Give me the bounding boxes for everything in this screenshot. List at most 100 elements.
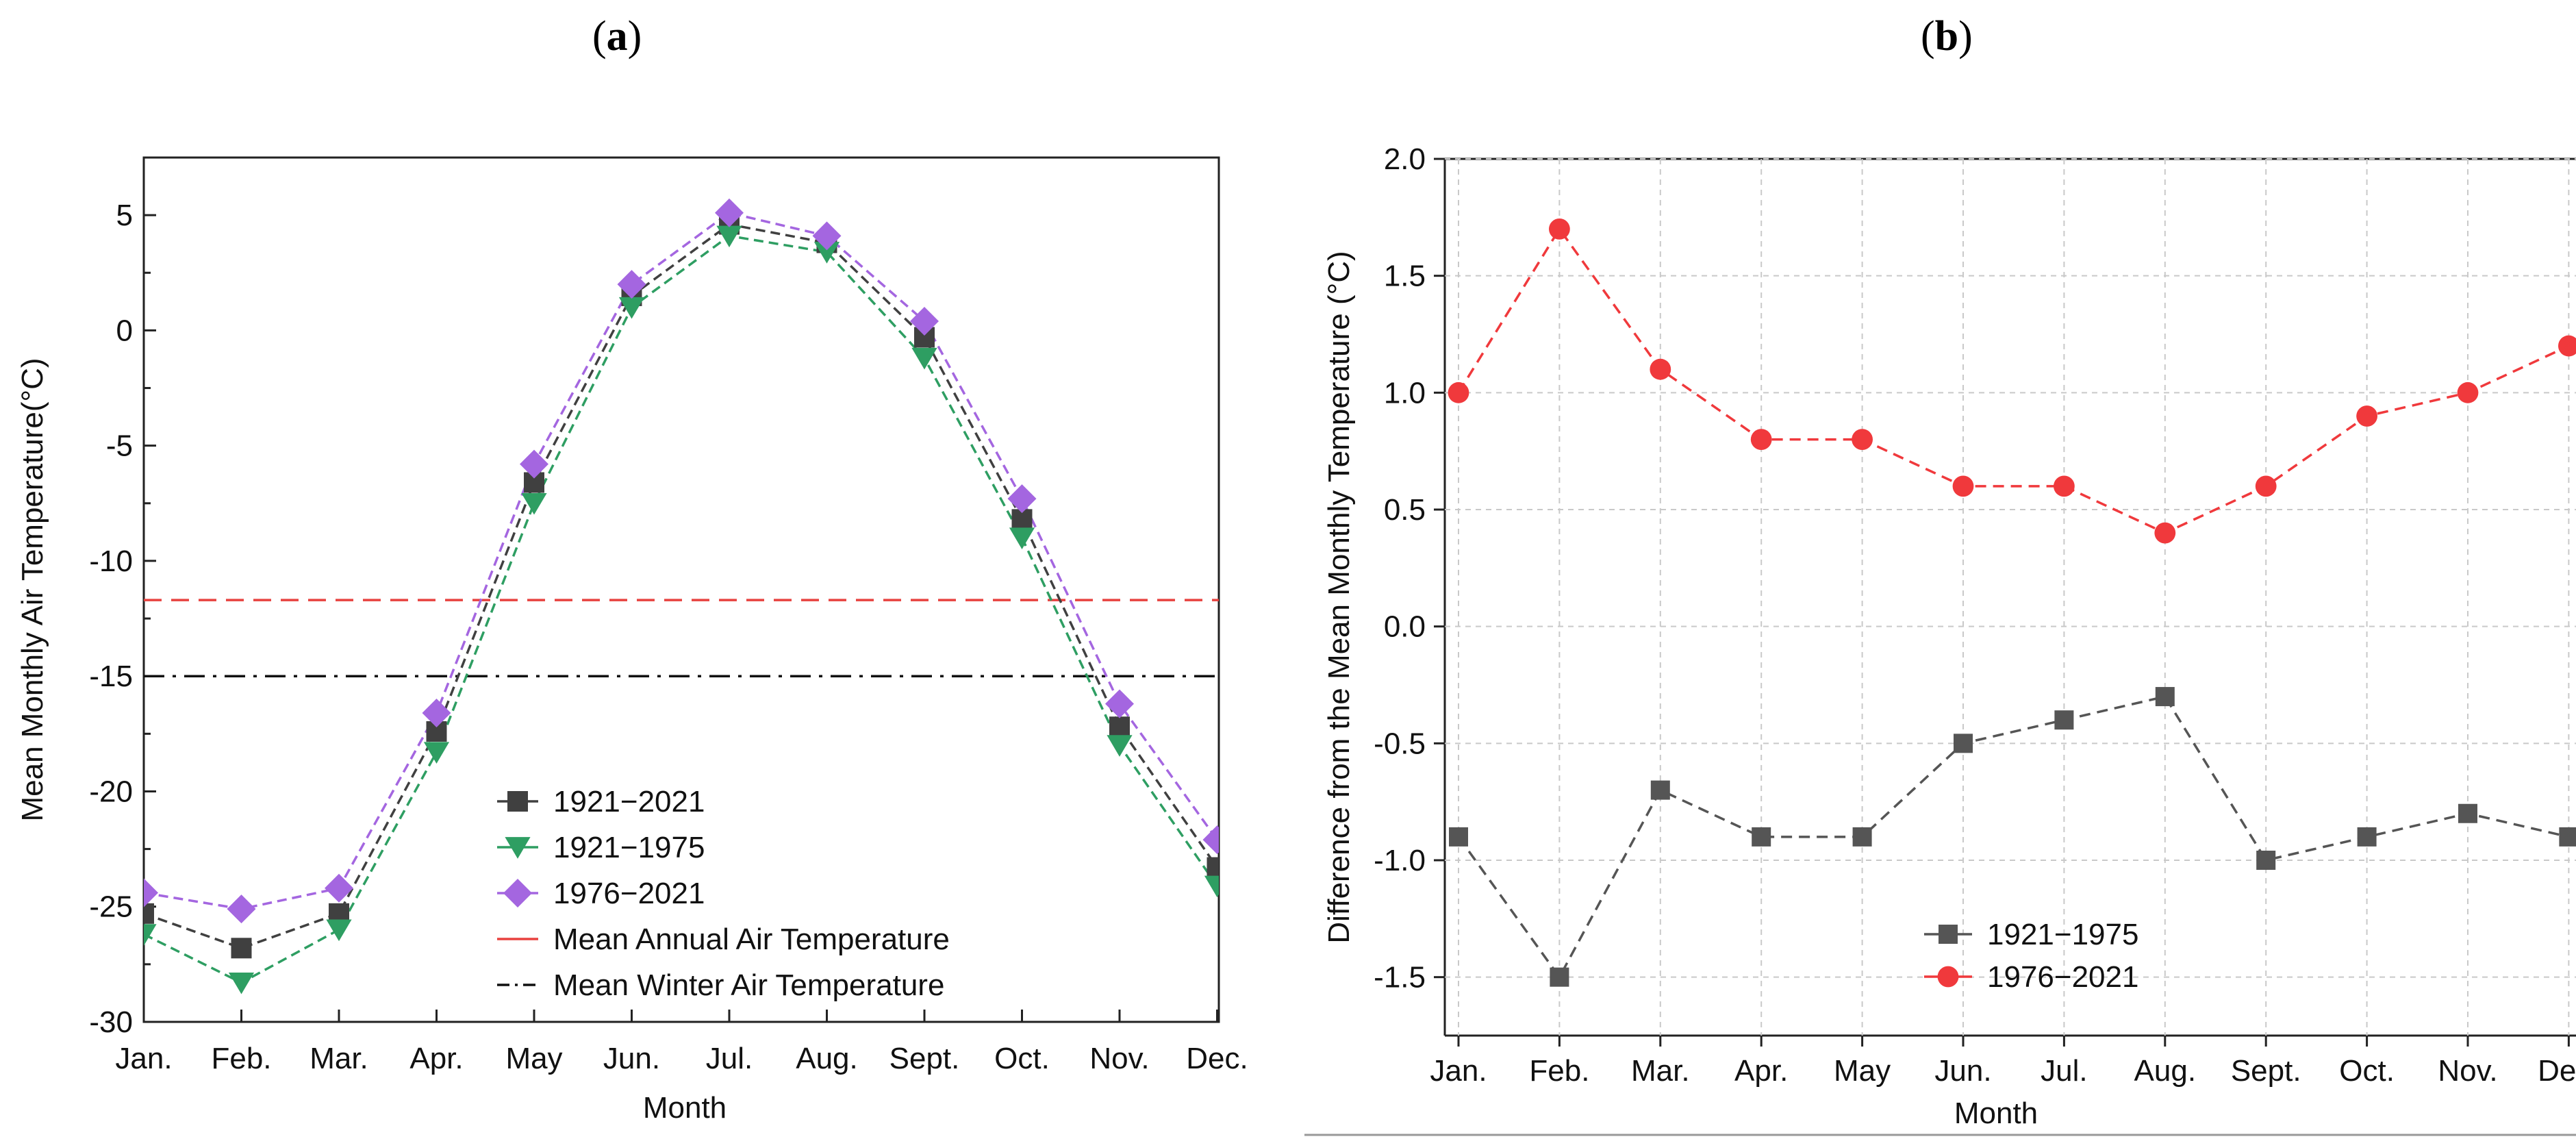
chart-a-point-1976-2021 (325, 873, 353, 903)
chart-b-y-tick-label: 0.0 (1384, 610, 1426, 644)
chart-b-point-1921-1975 (1752, 827, 1771, 847)
chart-b-x-axis-title: Month (1954, 1097, 2038, 1130)
chart-a-x-axis: Jan. Feb. Mar. Apr. May Jun. Jul. Aug. Sept. Oct.… (115, 1010, 1248, 1075)
chart-b-x-tick-label: Aug. (2134, 1054, 2197, 1088)
chart-b-point-1921-1975 (2458, 803, 2477, 823)
chart-b-legend-label: 1921−1975 (1987, 918, 2138, 951)
chart-a-x-tick-label: Aug. (796, 1042, 858, 1075)
chart-b-y-axis: 2.0 1.5 1.0 0.5 0.0 -0.5 -1.0 -1.5 (1374, 142, 1445, 994)
chart-b-point-1921-1975 (2155, 687, 2175, 707)
chart-a-x-tick-label: Apr. (409, 1042, 463, 1075)
chart-a-y-tick-label: -5 (106, 429, 133, 463)
chart-b-point-1921-1975 (2559, 827, 2576, 847)
chart-b-series (1448, 218, 2576, 987)
chart-a-x-axis-title: Month (643, 1091, 727, 1125)
chart-b-point-1921-1975 (2256, 851, 2276, 870)
chart-a-line-1976-2021 (144, 211, 1218, 910)
chart-b-line-1976-2021 (1457, 227, 2570, 535)
panel-label-a: (a) (592, 13, 642, 60)
chart-a-point-1976-2021 (144, 878, 158, 908)
chart-b-y-tick-label: -1.5 (1374, 961, 1426, 994)
chart-a-x-tick-label: Nov. (1089, 1042, 1149, 1075)
chart-a-legend-label: Mean Winter Air Temperature (553, 968, 944, 1002)
chart-b-x-tick-label: May (1834, 1054, 1891, 1088)
chart-a-x-tick-label: Sept. (889, 1042, 960, 1075)
chart-a-legend-marker (507, 791, 528, 812)
chart-b-x-tick-label: Jun. (1934, 1054, 1991, 1088)
chart-a-y-tick-label: 0 (116, 314, 133, 347)
chart-a-series (144, 198, 1219, 994)
chart-a-point-1921-1975 (716, 225, 742, 248)
chart-b-x-tick-label: Sept. (2231, 1054, 2301, 1088)
chart-a-reference-lines (144, 599, 1219, 677)
chart-b-point-1976-2021 (2356, 405, 2378, 427)
panel-label-a-letter: a (606, 13, 628, 60)
chart-b-line-1921-1975 (1457, 695, 2569, 979)
chart-b-point-1976-2021 (2154, 522, 2176, 544)
chart-b-legend-marker (1937, 966, 1959, 988)
chart-a-x-tick-label: Jun. (603, 1042, 660, 1075)
chart-b-point-1921-1975 (2054, 710, 2074, 730)
chart-a-point-1921-2021 (231, 938, 252, 959)
chart-b-point-1976-2021 (1852, 429, 1873, 450)
chart-a-point-1921-1975 (618, 297, 645, 319)
chart-a-legend: 1921−2021 1921−1975 1976−2021 Mean Annual A… (497, 785, 950, 1002)
chart-b-x-tick-label: Jan. (1430, 1054, 1487, 1088)
chart-a-legend-marker (503, 879, 532, 908)
chart-b-y-tick-label: -1.0 (1374, 844, 1426, 877)
chart-b-point-1921-1975 (1449, 827, 1468, 847)
chart-a-point-1976-2021 (227, 894, 256, 924)
chart-b-legend: 1921−1975 1976−2021 (1924, 918, 2138, 994)
chart-b-point-1976-2021 (1650, 358, 1671, 380)
chart-a-point-1921-1975 (228, 972, 255, 994)
chart-a-legend-label: 1921−2021 (553, 785, 705, 818)
chart-a-point-1921-1975 (1009, 527, 1035, 550)
chart-a-x-tick-label: May (505, 1042, 562, 1075)
chart-a-point-1976-2021 (812, 221, 842, 251)
chart-b-x-axis: Jan. Feb. Mar. Apr. May Jun. Jul. Aug. Sept. Oct.… (1430, 1036, 2576, 1088)
chart-a-point-1921-1975 (1204, 875, 1219, 898)
chart-b-point-1976-2021 (1750, 429, 1772, 450)
chart-b-y-axis-title: Difference from the Mean Monthly Tempera… (1322, 251, 1356, 943)
chart-a-y-axis-title: Mean Monthly Air Temperature(°C) (16, 358, 49, 821)
chart-a-x-tick-label: Feb. (211, 1042, 271, 1075)
chart-b-point-1921-1975 (1954, 734, 1973, 753)
chart-b-point-1976-2021 (2558, 335, 2576, 357)
chart-b-point-1976-2021 (2457, 381, 2479, 403)
chart-a-y-tick-label: -25 (89, 890, 133, 924)
chart-b-y-tick-label: 1.0 (1384, 376, 1426, 410)
chart-b-x-tick-label: Dec. (2538, 1054, 2576, 1088)
chart-a-point-1976-2021 (520, 449, 548, 479)
chart-b-legend-label: 1976−2021 (1987, 960, 2138, 994)
chart-b-point-1976-2021 (1448, 381, 1469, 403)
chart-a-point-1921-1975 (326, 919, 352, 942)
chart-a-point-1921-2021 (1109, 716, 1130, 738)
chart-a-point-1921-1975 (911, 347, 937, 370)
chart-a-line-1921-1975 (144, 234, 1218, 984)
chart-b-legend-marker (1939, 925, 1958, 944)
chart-b-x-tick-label: Mar. (1631, 1054, 1690, 1088)
chart-b-point-1976-2021 (2054, 475, 2075, 497)
chart-b-point-1921-1975 (1550, 967, 1569, 987)
chart-a-point-1921-2021 (144, 903, 154, 924)
chart-a-point-1976-2021 (910, 306, 939, 336)
chart-a-point-1976-2021 (715, 198, 744, 227)
chart-a-y-tick-label: -10 (89, 545, 133, 578)
chart-b-point-1976-2021 (2255, 475, 2277, 497)
chart-a: 50-5-10-15-20-25-30 Jan. Feb. Mar. Apr. May J… (16, 156, 1248, 1125)
chart-b: 2.0 1.5 1.0 0.5 0.0 -0.5 -1.0 -1.5 Jan. Feb. Mar.… (1322, 142, 2576, 1130)
chart-b-x-tick-label: Nov. (2438, 1054, 2497, 1088)
chart-a-point-1976-2021 (1007, 484, 1037, 514)
chart-b-point-1921-1975 (1650, 780, 1670, 800)
chart-b-x-tick-label: Jul. (2041, 1054, 2087, 1088)
chart-a-point-1976-2021 (1202, 825, 1219, 855)
chart-a-point-1921-1975 (521, 492, 547, 515)
chart-a-point-1921-1975 (423, 742, 450, 764)
chart-a-line-1921-2021 (144, 223, 1218, 950)
chart-a-x-tick-label: Jul. (706, 1042, 753, 1075)
chart-a-y-tick-label: -20 (89, 775, 133, 808)
chart-a-y-tick-label: -15 (89, 660, 133, 693)
panel-label-b-letter: b (1934, 13, 1959, 60)
chart-a-plot-frame (142, 156, 1220, 1023)
